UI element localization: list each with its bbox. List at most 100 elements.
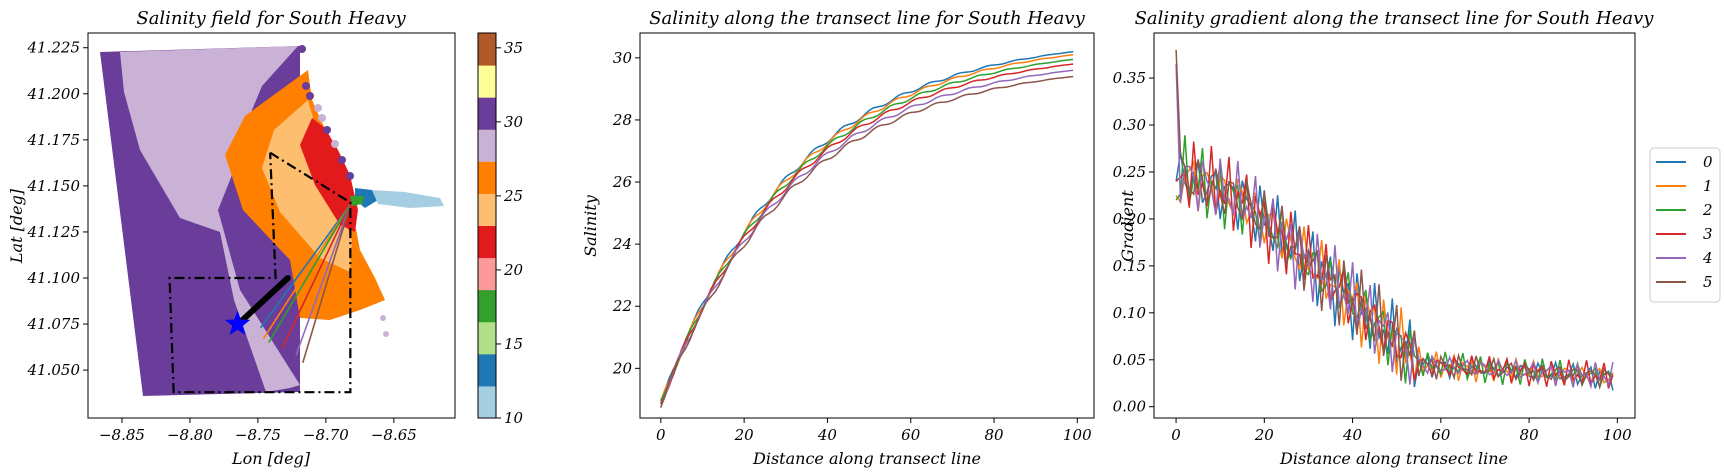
salinity-y-ticks: 20 22 24 26 28 30: [612, 49, 640, 377]
salinity-x-ticks: 0 20 40 60 80 100: [656, 418, 1092, 444]
gradient-x-tick-label: 100: [1603, 426, 1632, 444]
salinity-region-light-purple: [120, 46, 300, 392]
map-panel: Salinity field for South Heavy: [7, 8, 524, 468]
map-y-tick-label: 41.150: [27, 177, 81, 195]
gradient-series-4: [1175, 63, 1614, 390]
gradient-panel: Salinity gradient along the transect lin…: [1113, 8, 1655, 468]
gradient-x-tick-label: 80: [1520, 426, 1540, 444]
salinity-series: [660, 50, 1074, 408]
gradient-series-5: [1175, 49, 1614, 390]
gradient-y-tick-label: 0.25: [1113, 163, 1146, 181]
salinity-x-label: Distance along transect line: [752, 449, 981, 468]
colorbar-tick-label: 35: [504, 39, 523, 57]
transect-line: [268, 203, 352, 343]
colorbar-segment: [478, 129, 496, 162]
map-frame: [87, 32, 456, 419]
salinity-x-tick-label: 60: [901, 426, 921, 444]
gradient-y-ticks: 0.00 0.05 0.10 0.15 0.20 0.25 0.30 0.35: [1113, 69, 1154, 416]
gradient-y-tick-label: 0.15: [1113, 257, 1146, 275]
salinity-x-tick-label: 80: [984, 426, 1004, 444]
salinity-x-tick-label: 0: [656, 426, 666, 444]
gradient-y-label: Gradient: [1118, 190, 1137, 262]
map-y-tick-label: 41.200: [27, 85, 81, 103]
star-marker: [224, 310, 251, 335]
salinity-region-red: [300, 118, 358, 232]
transect-line: [262, 203, 352, 340]
salinity-y-tick-label: 22: [612, 297, 632, 315]
gradient-y-tick-label: 0.20: [1113, 210, 1147, 228]
colorbar-segment: [478, 65, 496, 98]
gradient-x-tick-label: 60: [1431, 426, 1451, 444]
gradient-series: [1175, 49, 1614, 391]
map-title: Salinity field for South Heavy: [136, 8, 406, 29]
map-x-tick-label: −8.70: [303, 426, 349, 444]
map-y-tick-label: 41.050: [27, 361, 81, 379]
gradient-y-tick-label: 0.30: [1113, 116, 1147, 134]
transect-line: [259, 203, 351, 329]
sample-points-line: [233, 275, 291, 329]
gradient-y-tick-label: 0.00: [1113, 398, 1147, 416]
gradient-x-tick-label: 40: [1342, 426, 1363, 444]
map-y-ticks: 41.050 41.075 41.100 41.125 41.150 41.175 41.2…: [27, 39, 88, 379]
map-x-tick-label: −8.85: [99, 426, 145, 444]
coastline-dots: [298, 45, 389, 337]
salinity-y-tick-label: 24: [612, 235, 632, 253]
gradient-x-ticks: 0 20 40 60 80 100: [1171, 418, 1632, 444]
legend-entries: 0 1 2 3 4 5: [1656, 153, 1713, 291]
salinity-frame: [639, 32, 1095, 419]
gradient-x-tick-label: 0: [1171, 426, 1181, 444]
map-x-label: Lon [deg]: [231, 449, 311, 468]
salinity-x-tick-label: 40: [817, 426, 838, 444]
colorbar-segment: [478, 321, 496, 355]
gradient-y-tick-label: 0.35: [1113, 69, 1146, 87]
salinity-panel: Salinity along the transect line for Sou…: [581, 8, 1095, 468]
gradient-x-tick-label: 20: [1254, 426, 1275, 444]
colorbar-segment: [478, 161, 496, 194]
map-y-label: Lat [deg]: [7, 188, 26, 264]
legend-label: 2: [1702, 201, 1713, 219]
transect-line: [281, 203, 352, 349]
salinity-y-tick-label: 26: [612, 173, 633, 191]
colorbar-segment: [478, 97, 496, 130]
map-y-tick-label: 41.075: [27, 315, 81, 333]
salinity-plume-light-blue: [372, 190, 444, 208]
legend-label: 0: [1703, 153, 1713, 171]
colorbar-segment: [478, 193, 496, 226]
legend-label: 4: [1702, 249, 1713, 267]
colorbar-segment: [478, 289, 496, 323]
colorbar-segment: [478, 257, 496, 291]
colorbar-tick-label: 25: [503, 187, 523, 205]
map-plot-area: [100, 45, 444, 396]
salinity-title: Salinity along the transect line for Sou…: [649, 8, 1085, 29]
transect-line: [301, 204, 352, 363]
colorbar-segment: [478, 353, 496, 387]
salinity-y-label: Salinity: [581, 194, 600, 257]
colorbar-tick-label: 30: [504, 113, 524, 131]
colorbar-tick-label: 20: [503, 261, 524, 279]
map-x-tick-label: −8.75: [235, 426, 281, 444]
gradient-frame: [1153, 32, 1636, 419]
gradient-y-tick-label: 0.10: [1113, 304, 1147, 322]
map-y-tick-label: 41.175: [27, 131, 81, 149]
salinity-y-tick-label: 28: [612, 111, 632, 129]
colorbar: [478, 33, 496, 419]
salinity-y-tick-label: 30: [613, 49, 633, 67]
salinity-plume-green: [350, 196, 364, 206]
transect-line: [295, 204, 352, 356]
legend-label: 3: [1703, 225, 1713, 243]
map-y-tick-label: 41.100: [27, 269, 81, 287]
gradient-x-label: Distance along transect line: [1279, 449, 1508, 468]
map-y-tick-label: 41.225: [27, 39, 81, 57]
salinity-series-2: [660, 58, 1074, 401]
colorbar-tick-label: 10: [504, 409, 524, 427]
salinity-x-tick-label: 20: [734, 426, 755, 444]
colorbar-frame: [477, 32, 497, 419]
salinity-x-tick-label: 100: [1063, 426, 1092, 444]
colorbar-segment: [478, 33, 496, 66]
colorbar-ticks: 10 15 20 25 30 35: [496, 39, 524, 427]
gradient-title: Salinity gradient along the transect lin…: [1135, 8, 1655, 29]
map-x-tick-label: −8.80: [167, 426, 213, 444]
map-x-tick-label: −8.65: [371, 426, 417, 444]
colorbar-segment: [478, 225, 496, 259]
